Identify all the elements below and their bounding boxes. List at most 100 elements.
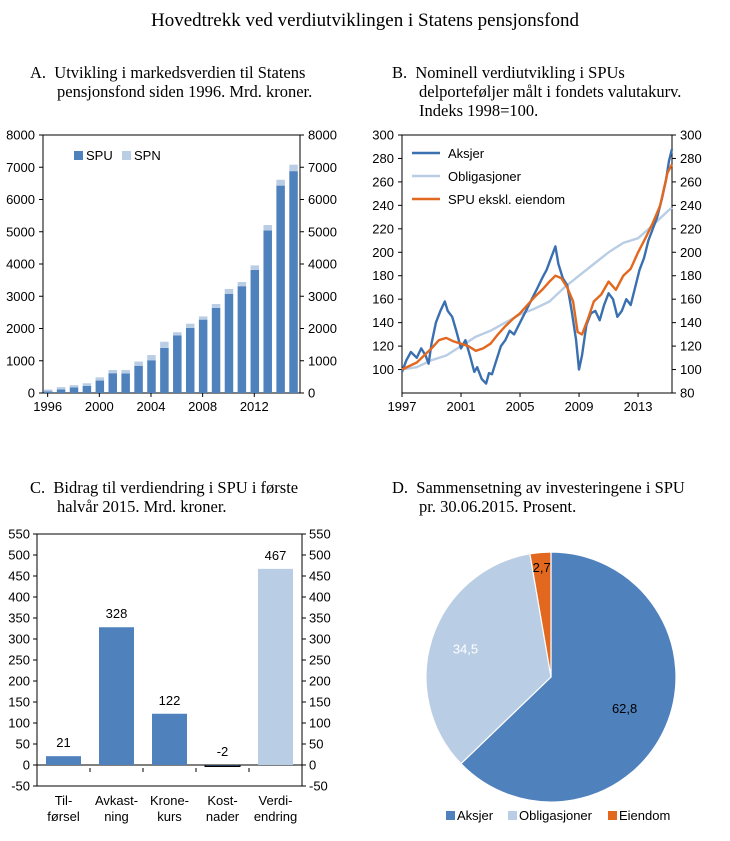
panel-a-title-line-1: A. Utvikling i markedsverdien til Staten… xyxy=(30,63,306,82)
panel-b-ytick-label-left: 180 xyxy=(372,268,394,283)
panel-a-bar-spu xyxy=(276,185,285,393)
panel-b-xtick-label: 2013 xyxy=(624,399,653,414)
panel-d-legend-swatch xyxy=(608,811,617,820)
panel-a-ytick-label-left: 0 xyxy=(28,386,35,401)
panel-c-category-label: Krone- xyxy=(150,793,189,808)
panel-b-ytick-label-left: 220 xyxy=(372,221,394,236)
panel-b-ytick-label-left: 100 xyxy=(372,362,394,377)
panel-a-bar-spn xyxy=(108,369,117,374)
panel-c-bar xyxy=(152,713,187,765)
panel-a-bar-spn xyxy=(263,225,272,231)
panel-a-ytick-label-right: 2000 xyxy=(308,321,337,336)
panel-c-category-label: førsel xyxy=(47,809,80,824)
panel-a-ytick-label-right: 1000 xyxy=(308,353,337,368)
panel-c-category-label: Verdi- xyxy=(259,793,293,808)
panel-a-bar-spu xyxy=(147,360,156,393)
panel-a-ytick-label-right: 7000 xyxy=(308,160,337,175)
panel-c-ytick-label-left: -50 xyxy=(11,779,30,794)
panel-c-bar xyxy=(46,756,81,765)
panel-c-ytick-label-right: 150 xyxy=(309,695,331,710)
panel-d-legend-swatch xyxy=(446,811,455,820)
panel-b-ytick-label-right: 180 xyxy=(680,268,702,283)
panel-a-ytick-label-right: 8000 xyxy=(308,128,337,143)
panel-d-slice-label: 62,8 xyxy=(612,701,637,716)
panel-a-bar-spu xyxy=(289,171,298,393)
panel-a-bar-spu xyxy=(82,385,92,393)
panel-c-value-label: -2 xyxy=(217,744,229,759)
panel-c-bar xyxy=(258,568,293,765)
panel-c-value-label: 467 xyxy=(265,548,287,563)
panel-c-ytick-label-left: 350 xyxy=(8,611,30,626)
panel-a-bar-spn xyxy=(250,265,260,270)
panel-b-ytick-label-left: 280 xyxy=(372,151,394,166)
panel-d-title-line-2: pr. 30.06.2015. Prosent. xyxy=(419,497,577,516)
panel-a-bar-spn xyxy=(56,387,66,390)
panel-a-chart: 0 0 1000 1000 2000 2000 3000 3000 4000 4000 5000 50… xyxy=(6,128,337,415)
panel-d-slice-obligasjoner xyxy=(425,553,552,765)
panel-b-ytick-label-right: 280 xyxy=(680,151,702,166)
panel-c-ytick-label-right: 50 xyxy=(309,737,323,752)
panel-c-ytick-label-right: 350 xyxy=(309,611,331,626)
panel-c-category-label: ning xyxy=(104,809,129,824)
panel-a-xtick-label: 2008 xyxy=(188,399,217,414)
panel-c-category-label: nader xyxy=(206,809,240,824)
panel-c-category-label: Kost- xyxy=(207,793,237,808)
main-title: Hovedtrekk ved verdiutviklingen i Staten… xyxy=(151,10,579,31)
panel-b-ytick-label-right: 240 xyxy=(680,198,702,213)
panel-a-legend-swatch xyxy=(122,151,131,160)
panel-b-title: B. Nominell verdiutvikling i SPUs delpor… xyxy=(392,63,681,120)
panel-a-bar-spn xyxy=(82,383,92,386)
panel-a-bar-spu xyxy=(69,387,79,393)
panel-b-line-aksjer xyxy=(400,148,674,385)
panel-a-xtick-label: 1996 xyxy=(33,399,62,414)
panel-a-title-line-2: pensjonsfond siden 1996. Mrd. kroner. xyxy=(57,82,313,101)
panel-a-legend-swatch xyxy=(74,151,83,160)
panel-c-chart: -50 -50 0 0 50 50 100 100 150 150 200 200 250 250 300 3… xyxy=(8,527,330,825)
panel-a-ytick-label-right: 4000 xyxy=(308,257,337,272)
panel-a-bar-spu xyxy=(108,373,117,393)
panel-a-bar-spn xyxy=(289,164,298,172)
panel-b-ytick-label-left: 160 xyxy=(372,292,394,307)
panel-c-ytick-label-right: 500 xyxy=(309,548,331,563)
panel-c-ytick-label-left: 550 xyxy=(8,527,30,542)
panel-a-bar-spn xyxy=(121,369,130,374)
panel-d-slice-label: 2,7 xyxy=(533,560,551,575)
panel-a-bar-spu xyxy=(198,319,208,393)
panel-a-ytick-label-left: 5000 xyxy=(6,224,35,239)
panel-a-legend-label: SPU xyxy=(86,148,113,163)
panel-a-xtick-label: 2000 xyxy=(85,399,114,414)
panel-a-ytick-label-right: 6000 xyxy=(308,192,337,207)
panel-c-ytick-label-left: 150 xyxy=(8,695,30,710)
panel-b-ytick-label-right: 260 xyxy=(680,174,702,189)
panel-b-xtick-label: 2009 xyxy=(565,399,594,414)
panel-a-plot-frame xyxy=(42,134,301,394)
panel-b-ytick-label-right: 120 xyxy=(680,339,702,354)
panel-a-ytick-label-right: 0 xyxy=(308,386,315,401)
panel-c-ytick-label-right: 200 xyxy=(309,674,331,689)
panel-b-line-spu-ekskl-eiendom xyxy=(401,163,674,371)
panel-d-legend-label: Eiendom xyxy=(619,808,670,823)
panel-a-bar-spn xyxy=(147,355,156,361)
panel-a-bar-spu xyxy=(224,293,234,393)
panel-a-ytick-label-left: 7000 xyxy=(6,160,35,175)
panel-a-bar-spn xyxy=(185,323,195,328)
panel-c-ytick-label-left: 400 xyxy=(8,590,30,605)
panel-a-bar-spu xyxy=(211,307,221,393)
panel-b-ytick-label-right: 80 xyxy=(680,386,694,401)
panel-c-ytick-label-right: 100 xyxy=(309,716,331,731)
panel-c-ytick-label-left: 0 xyxy=(23,758,30,773)
panel-c-ytick-label-right: 400 xyxy=(309,590,331,605)
panel-b-plot-frame xyxy=(401,134,673,394)
panel-c-category-label: kurs xyxy=(157,809,182,824)
panel-b-ytick-label-right: 300 xyxy=(680,128,702,143)
panel-d-slice-aksjer xyxy=(460,551,677,803)
panel-b-title-line-2: delporteføljer målt i fondets valutakurv… xyxy=(419,82,682,101)
panel-a-bar-spn xyxy=(211,303,221,308)
panel-b-title-line-1: B. Nominell verdiutvikling i SPUs xyxy=(392,63,625,82)
panel-a-bar-spn xyxy=(224,288,234,294)
panel-c-ytick-label-right: 250 xyxy=(309,653,331,668)
panel-c-ytick-label-left: 450 xyxy=(8,569,30,584)
panel-c-bar xyxy=(204,764,241,767)
panel-c-ytick-label-left: 200 xyxy=(8,674,30,689)
